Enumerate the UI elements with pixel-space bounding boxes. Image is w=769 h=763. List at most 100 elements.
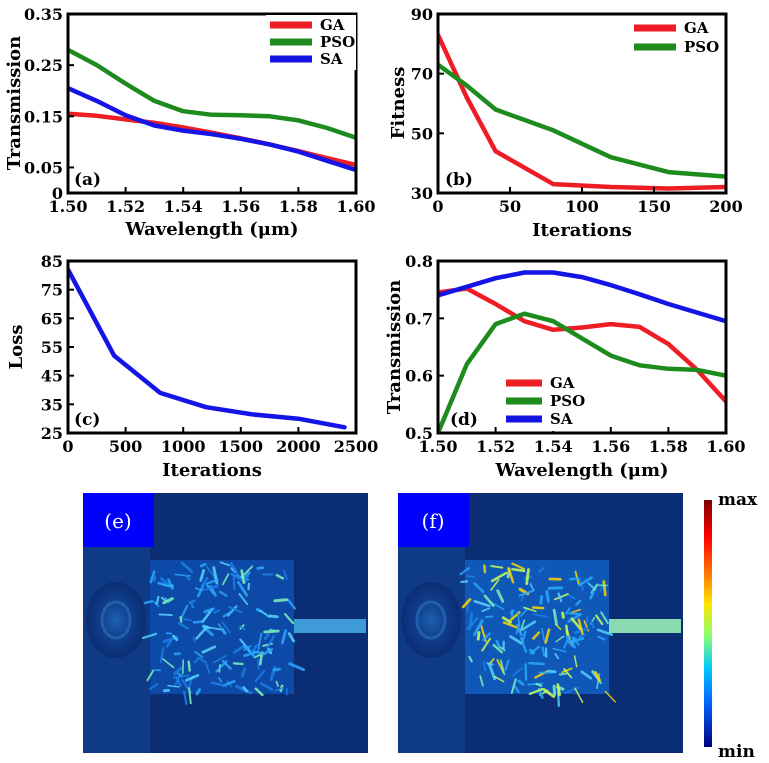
field-speckle-stroke — [529, 583, 535, 591]
field-speckle-stroke — [157, 581, 173, 588]
field-speckle-stroke — [552, 684, 557, 697]
y-tick-label-c: 55 — [41, 338, 63, 357]
field-speckle-stroke — [247, 582, 251, 591]
field-speckle-stroke — [515, 622, 521, 635]
field-speckle-stroke — [589, 619, 595, 629]
field-speckle-stroke — [528, 661, 545, 666]
legend-label-b-ga: GA — [684, 19, 709, 37]
field-speckle-stroke — [460, 580, 469, 584]
field-speckle-stroke — [235, 685, 253, 695]
field-speckle-stroke — [266, 634, 275, 649]
series-line-a-sa — [68, 85, 356, 173]
y-axis-label-a: Transmission — [4, 36, 25, 171]
legend-label-d-sa: SA — [550, 410, 573, 428]
field-speckle-stroke — [482, 661, 487, 672]
field-speckle-stroke — [483, 564, 487, 574]
colorbar-gradient — [704, 500, 712, 747]
x-axis-label-a: Wavelength (μm) — [124, 219, 298, 240]
x-tick-label-c: 1500 — [219, 437, 264, 456]
field-speckle-stroke — [569, 577, 581, 581]
field-speckle-stroke — [473, 619, 484, 636]
field-speckle-stroke — [504, 659, 510, 672]
field-speckle-stroke — [221, 627, 227, 635]
field-map-label-e: (e) — [104, 509, 131, 533]
x-tick-label-c: 0 — [62, 437, 73, 456]
x-tick-label-c: 2000 — [276, 437, 321, 456]
field-speckle-stroke — [509, 635, 523, 645]
field-speckle-stroke — [565, 624, 569, 636]
series-line-b-pso — [438, 62, 726, 179]
field-speckle-stroke — [561, 667, 573, 674]
field-speckle-stroke — [523, 606, 537, 613]
x-tick-label-b: 100 — [565, 197, 598, 216]
field-speckle-stroke — [589, 590, 595, 600]
field-speckle-stroke — [203, 607, 215, 614]
field-speckle-stroke — [160, 577, 170, 586]
field-speckle-stroke — [461, 598, 472, 609]
y-tick-label-c: 45 — [41, 367, 63, 386]
field-speckle-stroke — [233, 644, 246, 654]
field-speckle-stroke — [205, 663, 211, 674]
field-map-e: (e) — [83, 493, 368, 753]
panel-label-c: (c) — [74, 410, 100, 430]
field-speckle-stroke — [496, 589, 505, 603]
field-speckle-stroke — [493, 675, 505, 683]
field-speckle-stroke — [189, 600, 195, 609]
field-speckle-stroke — [502, 621, 519, 629]
y-tick-label-a: 0.15 — [24, 107, 63, 126]
x-tick-label-a: 1.54 — [164, 197, 203, 216]
field-speckle-stroke — [213, 609, 221, 614]
field-speckle-stroke — [213, 583, 219, 588]
field-speckle-stroke — [222, 610, 233, 618]
field-speckle-stroke — [486, 662, 494, 666]
field-speckle-stroke — [183, 690, 188, 706]
field-speckle-stroke — [241, 667, 247, 678]
field-speckle-stroke — [561, 611, 565, 619]
colorbar-max-label: max — [718, 490, 758, 510]
x-tick-label-b: 50 — [499, 197, 521, 216]
x-tick-label-c: 2500 — [334, 437, 379, 456]
field-speckle-stroke — [219, 590, 228, 597]
field-speckle-stroke — [280, 629, 288, 645]
y-tick-label-b: 50 — [411, 124, 433, 143]
legend-label-d-ga: GA — [550, 374, 575, 392]
field-speckle-stroke — [153, 575, 156, 583]
y-tick-label-b: 30 — [411, 184, 433, 203]
field-speckle-stroke — [483, 594, 495, 607]
field-speckle-stroke — [529, 648, 535, 655]
field-speckle-stroke — [229, 562, 239, 575]
field-speckle-stroke — [227, 605, 238, 617]
field-speckle-stroke — [180, 561, 194, 573]
field-speckle-stroke — [218, 677, 223, 683]
field-speckle-stroke — [575, 599, 582, 606]
field-speckle-stroke — [532, 631, 541, 640]
series-line-d-pso — [438, 311, 726, 433]
field-speckle-stroke — [476, 631, 481, 641]
field-speckle-stroke — [524, 662, 528, 681]
field-speckle-stroke — [490, 565, 504, 569]
field-speckle-stroke — [177, 622, 190, 630]
field-speckle-stroke — [520, 607, 529, 617]
y-tick-label-b: 90 — [411, 5, 433, 24]
field-speckle-stroke — [274, 686, 285, 692]
field-speckle-stroke — [192, 636, 196, 643]
field-speckle-stroke — [207, 626, 224, 631]
field-speckle-stroke — [167, 684, 180, 688]
field-speckle-stroke — [511, 562, 525, 570]
y-tick-label-d: 0.5 — [405, 424, 433, 443]
field-speckle-stroke — [525, 568, 530, 586]
x-tick-label-a: 1.50 — [49, 197, 88, 216]
field-speckle-stroke — [544, 628, 551, 644]
field-speckle-stroke — [490, 578, 500, 591]
field-speckle-stroke — [288, 662, 306, 672]
field-speckle-stroke — [205, 565, 217, 579]
panel-label-b: (b) — [445, 170, 473, 190]
field-speckle-stroke — [232, 662, 244, 666]
field-speckle-stroke — [563, 668, 573, 679]
plot-frame-a — [66, 12, 358, 195]
series-line-d-sa — [438, 270, 726, 324]
field-speckle-stroke — [597, 635, 606, 641]
field-speckle-stroke — [556, 683, 561, 697]
field-speckle-stroke — [554, 652, 560, 660]
